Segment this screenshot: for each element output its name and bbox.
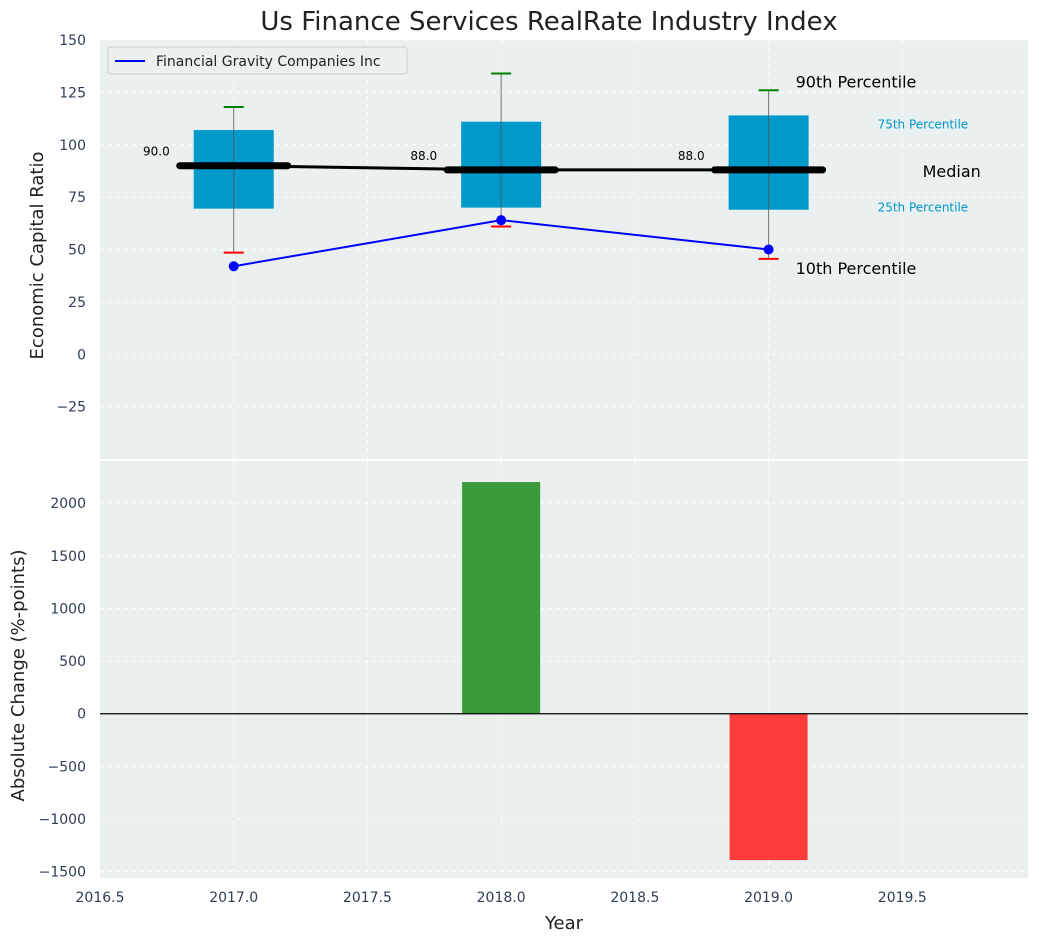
top-y-ticks: −25 0 25 50 75 100 125 150 bbox=[56, 33, 86, 416]
x-tick-label: 2019.5 bbox=[878, 890, 927, 906]
top-y-tick-label: 75 bbox=[68, 190, 86, 206]
top-marks: 90.0 88.0 88.0 bbox=[143, 72, 827, 272]
x-tick-label: 2018.5 bbox=[610, 890, 659, 906]
bottom-plot-background bbox=[100, 461, 1028, 878]
annotation-median: Median bbox=[923, 162, 981, 181]
annotation-90th-percentile: 90th Percentile bbox=[796, 72, 917, 91]
top-y-axis-label: Economic Capital Ratio bbox=[27, 152, 48, 360]
bottom-y-tick-label: 1000 bbox=[50, 601, 86, 617]
median-value-label: 88.0 bbox=[678, 149, 705, 163]
median-value-label: 90.0 bbox=[143, 145, 170, 159]
x-axis-label: Year bbox=[544, 913, 584, 934]
top-y-tick-label: 100 bbox=[59, 138, 86, 154]
x-tick-label: 2019.0 bbox=[744, 890, 793, 906]
annotation-10th-percentile: 10th Percentile bbox=[796, 259, 917, 278]
bottom-y-tick-label: −500 bbox=[48, 759, 86, 775]
annotation-25th-percentile: 25th Percentile bbox=[878, 201, 969, 215]
legend-frame bbox=[107, 46, 408, 75]
percentile-annotations: 90th Percentile 75th Percentile Median 2… bbox=[796, 72, 981, 278]
company-series-point bbox=[496, 215, 507, 226]
bottom-marks bbox=[100, 482, 1028, 861]
top-y-tick-label: 50 bbox=[68, 243, 86, 259]
bottom-y-tick-label: 2000 bbox=[50, 496, 86, 512]
bottom-y-tick-label: −1000 bbox=[39, 812, 86, 828]
chart-title: Us Finance Services RealRate Industry In… bbox=[260, 7, 837, 37]
annotation-75th-percentile: 75th Percentile bbox=[878, 117, 969, 131]
bottom-y-tick-label: 500 bbox=[59, 654, 86, 670]
top-panel: −25 0 25 50 75 100 125 150 90.0 88.0 88.0 Economi… bbox=[27, 33, 1028, 459]
bottom-y-ticks: −1500 −1000 −500 0 500 1000 1500 2000 bbox=[39, 496, 86, 881]
top-y-tick-label: 25 bbox=[68, 295, 86, 311]
x-tick-label: 2016.5 bbox=[76, 890, 125, 906]
change-bar bbox=[462, 482, 541, 714]
bottom-y-tick-label: 1500 bbox=[50, 549, 86, 565]
median-value-label: 88.0 bbox=[410, 149, 437, 163]
bottom-y-axis-label: Absolute Change (%-points) bbox=[8, 550, 29, 802]
bottom-y-tick-label: −1500 bbox=[39, 865, 86, 881]
company-series-point bbox=[763, 244, 774, 255]
x-tick-label: 2017.0 bbox=[209, 890, 258, 906]
top-y-tick-label: 150 bbox=[59, 33, 86, 49]
change-bar bbox=[729, 713, 808, 861]
x-tick-label: 2017.5 bbox=[343, 890, 392, 906]
bottom-x-ticks: 2016.5 2017.0 2017.5 2018.0 2018.5 2019.0 2019… bbox=[76, 890, 927, 906]
company-series-point bbox=[228, 261, 239, 272]
legend-entry-label: Financial Gravity Companies Inc bbox=[156, 54, 381, 70]
bottom-gridlines bbox=[100, 461, 1028, 878]
top-y-tick-label: −25 bbox=[56, 400, 86, 416]
top-y-tick-label: 125 bbox=[59, 85, 86, 101]
legend: Financial Gravity Companies Inc bbox=[107, 46, 408, 75]
bottom-y-tick-label: 0 bbox=[77, 707, 86, 723]
top-y-tick-label: 0 bbox=[77, 347, 86, 363]
x-tick-label: 2018.0 bbox=[477, 890, 526, 906]
